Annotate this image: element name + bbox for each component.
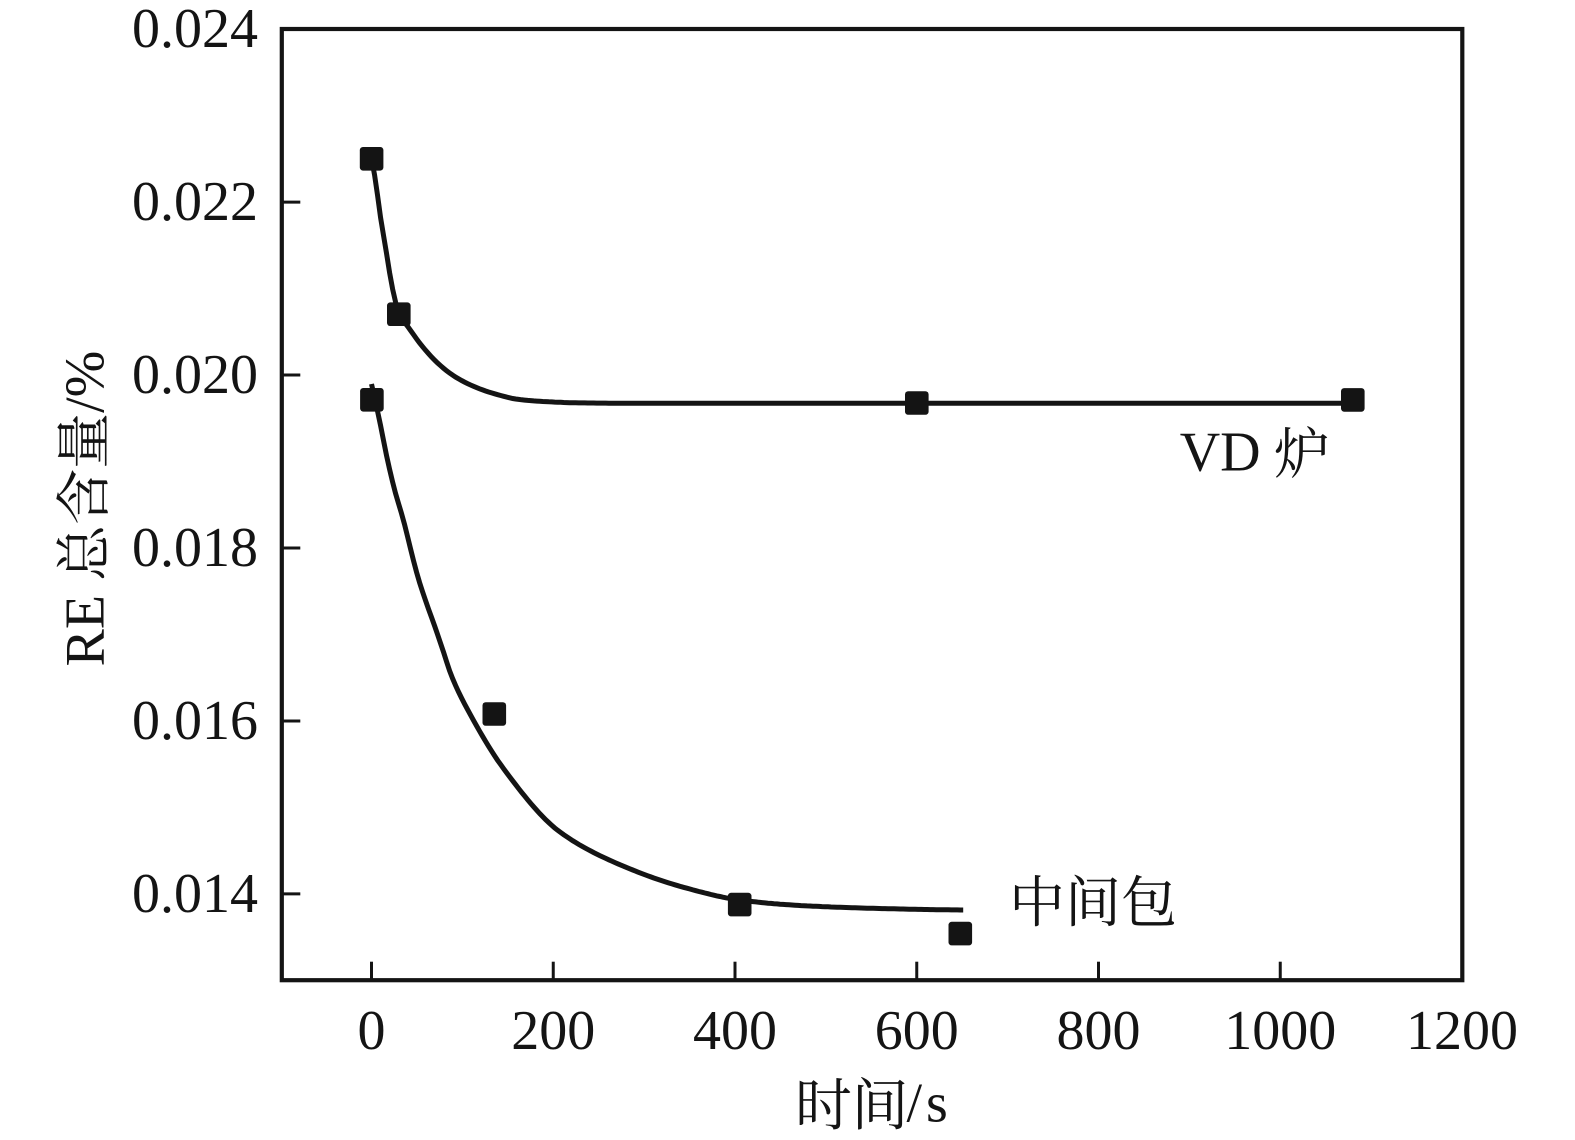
- svg-text:/%: /%: [54, 351, 116, 413]
- svg-text:800: 800: [1057, 1000, 1141, 1062]
- svg-text:0.022: 0.022: [132, 171, 258, 233]
- svg-text:0.014: 0.014: [132, 863, 258, 925]
- svg-text:s: s: [926, 1073, 948, 1135]
- svg-text:600: 600: [875, 1000, 959, 1062]
- svg-text:VD: VD: [1180, 421, 1261, 483]
- svg-text:0: 0: [358, 1000, 386, 1062]
- svg-text:0.024: 0.024: [132, 0, 258, 60]
- svg-text:1000: 1000: [1224, 1000, 1336, 1062]
- svg-text:0.018: 0.018: [132, 517, 258, 579]
- svg-text:RE: RE: [54, 595, 116, 667]
- svg-text:200: 200: [511, 1000, 595, 1062]
- svg-text:/: /: [907, 1073, 923, 1135]
- svg-text:0.016: 0.016: [132, 690, 258, 752]
- svg-text:0.020: 0.020: [132, 344, 258, 406]
- svg-text:1200: 1200: [1406, 1000, 1518, 1062]
- svg-text:400: 400: [693, 1000, 777, 1062]
